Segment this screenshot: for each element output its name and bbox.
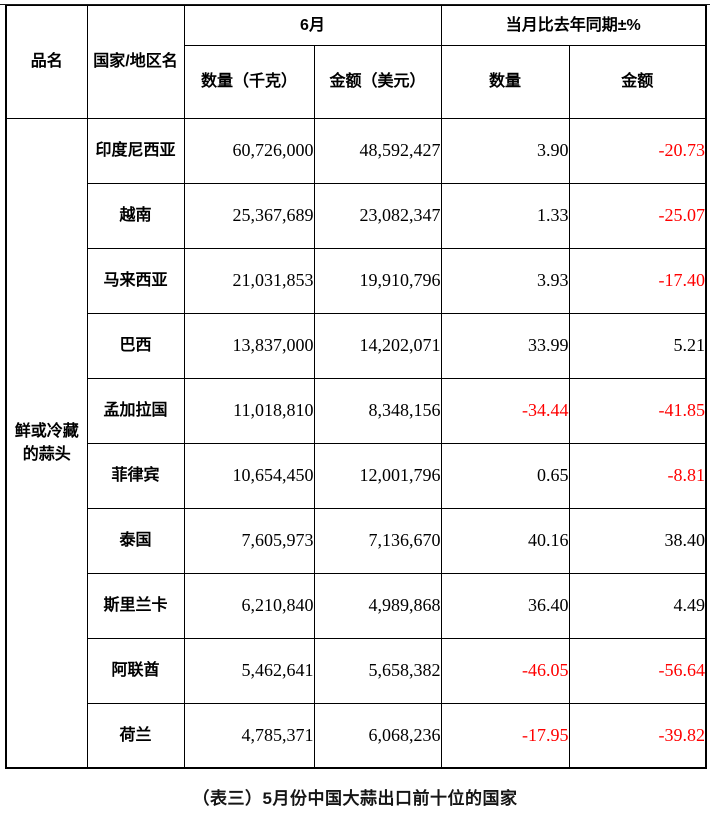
table-row: 越南 25,367,689 23,082,347 1.33 -25.07 bbox=[6, 182, 707, 249]
header-amount-pct: 金额 bbox=[568, 44, 707, 119]
quantity-yoy-cell: 3.93 bbox=[440, 247, 570, 314]
garlic-export-table: 品名 国家/地区名 6月 当月比去年同期±% 数量（千克） 金额（美元） 数量 … bbox=[5, 4, 708, 769]
table-row: 阿联酋 5,462,641 5,658,382 -46.05 -56.64 bbox=[6, 637, 707, 704]
amount-yoy-cell: -25.07 bbox=[568, 182, 707, 249]
amount-yoy-cell: -17.40 bbox=[568, 247, 707, 314]
quantity-yoy-cell: 0.65 bbox=[440, 442, 570, 509]
country-cell: 阿联酋 bbox=[86, 637, 185, 704]
quantity-cell: 25,367,689 bbox=[183, 182, 315, 249]
quantity-cell: 6,210,840 bbox=[183, 572, 315, 639]
quantity-yoy-cell: -46.05 bbox=[440, 637, 570, 704]
quantity-cell: 4,785,371 bbox=[183, 702, 315, 769]
header-yoy-group: 当月比去年同期±% bbox=[440, 4, 707, 46]
country-cell: 菲律宾 bbox=[86, 442, 185, 509]
country-cell: 荷兰 bbox=[86, 702, 185, 769]
header-product-name: 品名 bbox=[5, 4, 88, 119]
quantity-cell: 13,837,000 bbox=[183, 312, 315, 379]
country-cell: 泰国 bbox=[86, 507, 185, 574]
quantity-yoy-cell: 3.90 bbox=[440, 117, 570, 184]
amount-cell: 5,658,382 bbox=[313, 637, 442, 704]
amount-yoy-cell: -56.64 bbox=[568, 637, 707, 704]
header-june-group: 6月 bbox=[183, 4, 442, 46]
table-row: 斯里兰卡 6,210,840 4,989,868 36.40 4.49 bbox=[6, 572, 707, 639]
table-row: 荷兰 4,785,371 6,068,236 -17.95 -39.82 bbox=[6, 702, 707, 769]
table-row: 鲜或冷藏的蒜头 印度尼西亚 60,726,000 48,592,427 3.90… bbox=[5, 117, 707, 769]
amount-yoy-cell: -8.81 bbox=[568, 442, 707, 509]
header-country-region: 国家/地区名 bbox=[86, 4, 185, 119]
quantity-yoy-cell: 33.99 bbox=[440, 312, 570, 379]
amount-cell: 4,989,868 bbox=[313, 572, 442, 639]
amount-cell: 12,001,796 bbox=[313, 442, 442, 509]
quantity-cell: 11,018,810 bbox=[183, 377, 315, 444]
table-row: 马来西亚 21,031,853 19,910,796 3.93 -17.40 bbox=[6, 247, 707, 314]
country-cell: 巴西 bbox=[86, 312, 185, 379]
quantity-cell: 21,031,853 bbox=[183, 247, 315, 314]
amount-yoy-cell: 4.49 bbox=[568, 572, 707, 639]
quantity-cell: 5,462,641 bbox=[183, 637, 315, 704]
quantity-cell: 7,605,973 bbox=[183, 507, 315, 574]
amount-yoy-cell: 5.21 bbox=[568, 312, 707, 379]
amount-cell: 23,082,347 bbox=[313, 182, 442, 249]
product-name-cell: 鲜或冷藏的蒜头 bbox=[5, 117, 88, 769]
quantity-yoy-cell: -17.95 bbox=[440, 702, 570, 769]
country-cell: 斯里兰卡 bbox=[86, 572, 185, 639]
amount-yoy-cell: -41.85 bbox=[568, 377, 707, 444]
quantity-yoy-cell: 36.40 bbox=[440, 572, 570, 639]
table-caption: （表三）5月份中国大蒜出口前十位的国家 bbox=[192, 789, 518, 808]
page-top-edge bbox=[0, 4, 710, 5]
amount-cell: 19,910,796 bbox=[313, 247, 442, 314]
amount-cell: 14,202,071 bbox=[313, 312, 442, 379]
table-row: 孟加拉国 11,018,810 8,348,156 -34.44 -41.85 bbox=[6, 377, 707, 444]
amount-yoy-cell: 38.40 bbox=[568, 507, 707, 574]
country-cell: 孟加拉国 bbox=[86, 377, 185, 444]
country-cell: 越南 bbox=[86, 182, 185, 249]
header-amount-usd: 金额（美元） bbox=[313, 44, 442, 119]
header-row-groups: 品名 国家/地区名 6月 当月比去年同期±% bbox=[5, 4, 707, 119]
country-cell: 印度尼西亚 bbox=[86, 117, 185, 184]
country-cell: 马来西亚 bbox=[86, 247, 185, 314]
amount-cell: 6,068,236 bbox=[313, 702, 442, 769]
quantity-yoy-cell: -34.44 bbox=[440, 377, 570, 444]
header-quantity-pct: 数量 bbox=[440, 44, 570, 119]
table-row: 菲律宾 10,654,450 12,001,796 0.65 -8.81 bbox=[6, 442, 707, 509]
amount-cell: 7,136,670 bbox=[313, 507, 442, 574]
quantity-cell: 60,726,000 bbox=[183, 117, 315, 184]
header-quantity-kg: 数量（千克） bbox=[183, 44, 315, 119]
quantity-yoy-cell: 40.16 bbox=[440, 507, 570, 574]
table-row: 泰国 7,605,973 7,136,670 40.16 38.40 bbox=[6, 507, 707, 574]
table-row: 巴西 13,837,000 14,202,071 33.99 5.21 bbox=[6, 312, 707, 379]
amount-yoy-cell: -20.73 bbox=[568, 117, 707, 184]
header-row-subcolumns: 数量（千克） 金额（美元） 数量 金额 bbox=[6, 44, 707, 119]
quantity-yoy-cell: 1.33 bbox=[440, 182, 570, 249]
amount-cell: 8,348,156 bbox=[313, 377, 442, 444]
amount-yoy-cell: -39.82 bbox=[568, 702, 707, 769]
amount-cell: 48,592,427 bbox=[313, 117, 442, 184]
quantity-cell: 10,654,450 bbox=[183, 442, 315, 509]
